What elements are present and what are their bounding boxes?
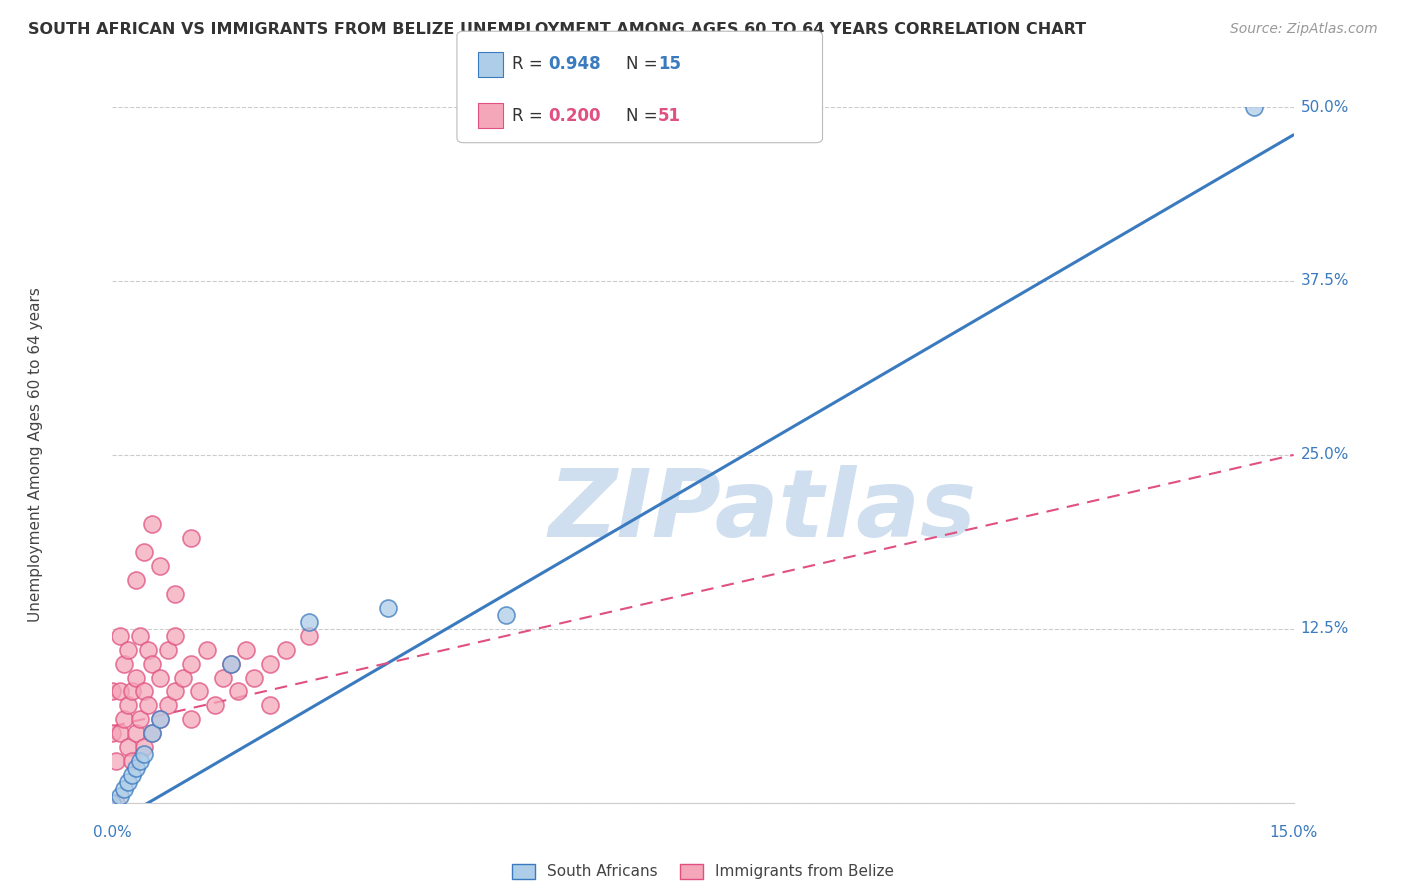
Point [132, 747, 155, 761]
Point [110, 726, 132, 740]
Text: ZIPatlas: ZIPatlas [548, 465, 976, 557]
Text: 15.0%: 15.0% [1270, 825, 1317, 840]
Point [219, 657, 242, 671]
Point [117, 698, 139, 713]
Text: 37.5%: 37.5% [1301, 274, 1348, 288]
Point [110, 629, 132, 643]
Point [125, 726, 148, 740]
Text: 50.0%: 50.0% [1301, 100, 1348, 114]
Point [149, 712, 172, 726]
Point [121, 754, 143, 768]
Text: 0.200: 0.200 [548, 107, 600, 125]
Point [243, 671, 266, 685]
Point [141, 657, 163, 671]
Text: N =: N = [626, 55, 662, 73]
Point [125, 761, 148, 775]
Point [172, 671, 194, 685]
Text: Unemployment Among Ages 60 to 64 years: Unemployment Among Ages 60 to 64 years [28, 287, 42, 623]
Point [121, 768, 143, 782]
Legend: South Africans, Immigrants from Belize: South Africans, Immigrants from Belize [506, 857, 900, 886]
Point [1243, 100, 1265, 114]
Point [121, 684, 143, 698]
Point [180, 657, 202, 671]
Text: 0.948: 0.948 [548, 55, 600, 73]
Point [259, 698, 281, 713]
Text: R =: R = [512, 55, 548, 73]
Point [204, 698, 226, 713]
Point [117, 642, 139, 657]
Point [101, 684, 124, 698]
Point [136, 698, 159, 713]
Point [132, 684, 155, 698]
Point [156, 698, 179, 713]
Point [188, 684, 211, 698]
Text: Source: ZipAtlas.com: Source: ZipAtlas.com [1230, 22, 1378, 37]
Point [298, 629, 321, 643]
Point [149, 712, 172, 726]
Point [117, 775, 139, 789]
Point [211, 671, 233, 685]
Point [149, 559, 172, 574]
Point [125, 573, 148, 587]
Point [180, 532, 202, 546]
Point [132, 545, 155, 559]
Point [129, 712, 152, 726]
Text: SOUTH AFRICAN VS IMMIGRANTS FROM BELIZE UNEMPLOYMENT AMONG AGES 60 TO 64 YEARS C: SOUTH AFRICAN VS IMMIGRANTS FROM BELIZE … [28, 22, 1087, 37]
Text: 12.5%: 12.5% [1301, 622, 1348, 636]
Point [156, 642, 179, 657]
Point [110, 684, 132, 698]
Point [101, 726, 124, 740]
Point [165, 684, 187, 698]
Point [105, 754, 128, 768]
Point [112, 657, 135, 671]
Point [125, 671, 148, 685]
Point [112, 712, 135, 726]
Point [259, 657, 281, 671]
Point [110, 789, 132, 803]
Text: R =: R = [512, 107, 548, 125]
Point [129, 629, 152, 643]
Point [141, 517, 163, 532]
Point [495, 607, 517, 622]
Point [274, 642, 297, 657]
Text: 25.0%: 25.0% [1301, 448, 1348, 462]
Point [141, 726, 163, 740]
Text: 0.0%: 0.0% [93, 825, 132, 840]
Point [136, 642, 159, 657]
Point [377, 601, 399, 615]
Point [228, 684, 250, 698]
Point [112, 781, 135, 796]
Text: N =: N = [626, 107, 662, 125]
Point [165, 629, 187, 643]
Point [105, 796, 128, 810]
Point [101, 796, 124, 810]
Point [298, 615, 321, 629]
Point [165, 587, 187, 601]
Point [129, 754, 152, 768]
Point [180, 712, 202, 726]
Text: 51: 51 [658, 107, 681, 125]
Text: 15: 15 [658, 55, 681, 73]
Point [141, 726, 163, 740]
Point [235, 642, 257, 657]
Point [195, 642, 218, 657]
Point [117, 740, 139, 755]
Point [219, 657, 242, 671]
Point [149, 671, 172, 685]
Point [132, 740, 155, 755]
